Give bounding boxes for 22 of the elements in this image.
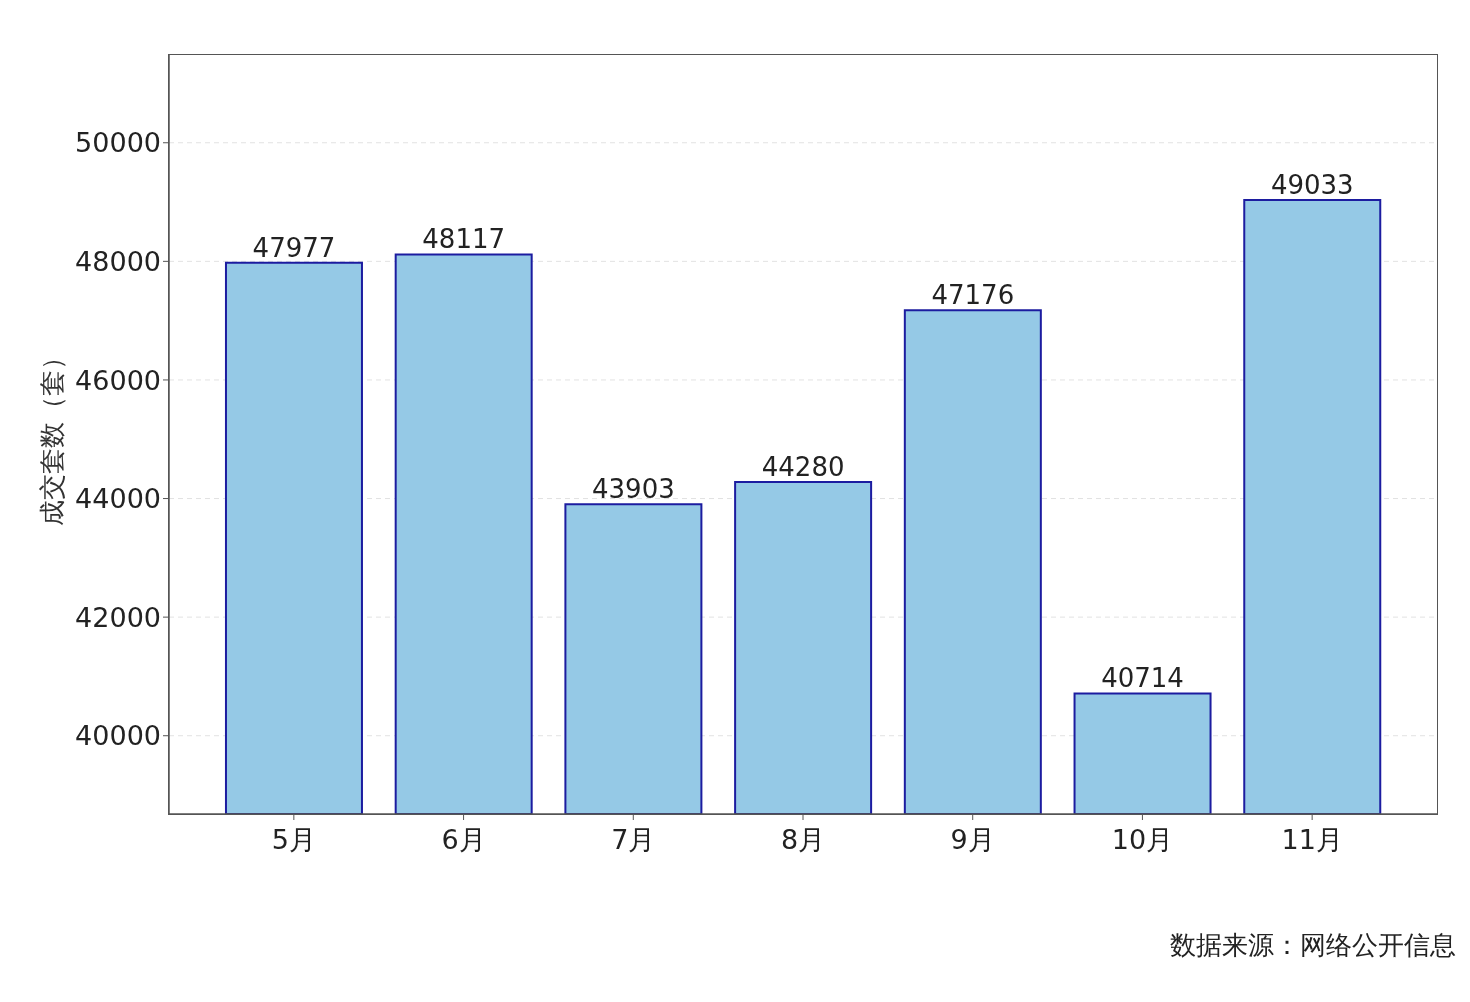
data-label: 43903	[592, 474, 675, 505]
x-tick-label: 5月	[271, 824, 316, 856]
x-tick-label: 9月	[950, 824, 995, 856]
data-label: 44280	[761, 451, 845, 482]
source-note: 数据来源：网络公开信息	[1169, 929, 1457, 962]
data-label: 40714	[1101, 663, 1184, 694]
y-tick-label: 46000	[75, 364, 161, 396]
x-tick-label: 7月	[611, 824, 656, 856]
y-tick-label: 48000	[75, 245, 161, 277]
x-tick-label: 8月	[780, 824, 826, 856]
y-tick-label: 40000	[75, 720, 161, 752]
x-tick-label: 6月	[441, 824, 486, 856]
y-tick-label: 50000	[75, 127, 161, 159]
x-tick-label: 10月	[1111, 824, 1174, 856]
y-tick-label: 42000	[75, 601, 161, 633]
data-label: 47176	[931, 280, 1015, 311]
y-axis-title: 成交套数（套）	[37, 343, 68, 526]
y-tick-label: 44000	[75, 483, 161, 515]
data-label: 47977	[252, 232, 336, 263]
data-label: 49033	[1270, 170, 1354, 201]
data-label: 48117	[422, 224, 506, 255]
x-tick-label: 11月	[1281, 824, 1343, 856]
